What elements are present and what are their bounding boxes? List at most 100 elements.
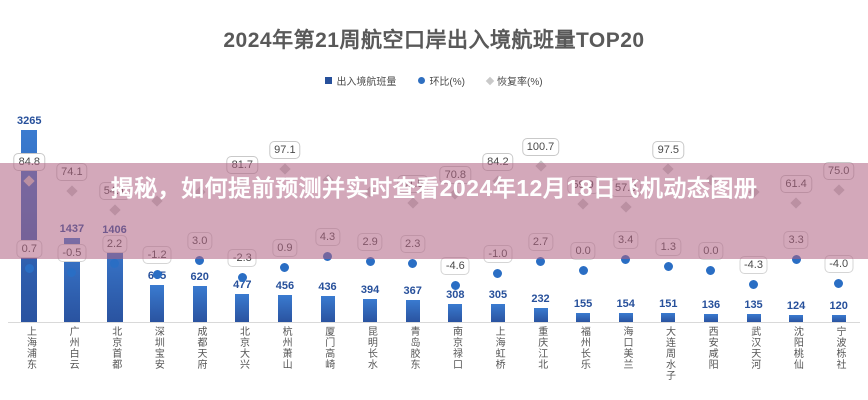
mom-point-14 bbox=[578, 266, 588, 275]
bar-value-label-13: 232 bbox=[531, 293, 550, 306]
mom-value-label-11: -4.6 bbox=[440, 256, 470, 275]
recovery-value-label-14: 59.9 bbox=[567, 176, 599, 195]
bar-11 bbox=[448, 303, 463, 322]
bar-14 bbox=[576, 312, 591, 322]
legend-item-flights: 出入境航班量 bbox=[325, 73, 396, 88]
recovery-point-20 bbox=[833, 184, 845, 196]
x-axis-label-12: 上海虹桥 bbox=[493, 326, 505, 370]
recovery-value-label-11: 70.8 bbox=[439, 166, 472, 185]
bar-value-label-19: 124 bbox=[786, 299, 806, 312]
recovery-point-3 bbox=[108, 204, 121, 216]
bar-value-label-7: 456 bbox=[275, 280, 295, 293]
recovery-point-19 bbox=[790, 197, 802, 209]
x-axis-label-3: 北京首都 bbox=[109, 326, 121, 370]
recovery-point-7 bbox=[279, 163, 291, 175]
mom-value-label-8: 4.3 bbox=[314, 228, 341, 247]
bar-18 bbox=[746, 314, 761, 322]
legend-item-mom: 环比(%) bbox=[418, 73, 465, 88]
mom-value-label-18: -4.3 bbox=[739, 255, 768, 274]
bar-15 bbox=[618, 312, 633, 322]
mom-point-10 bbox=[408, 258, 418, 268]
mom-value-label-15: 3.4 bbox=[613, 231, 639, 250]
mom-value-label-7: 0.9 bbox=[272, 239, 298, 258]
square-marker-icon bbox=[325, 77, 333, 84]
x-axis-label-15: 海口美兰 bbox=[620, 326, 632, 370]
bar-value-label-9: 394 bbox=[360, 283, 380, 296]
x-axis-label-18: 武汉天河 bbox=[748, 326, 760, 370]
recovery-value-label-7: 97.1 bbox=[269, 141, 301, 160]
bar-value-label-14: 155 bbox=[573, 297, 593, 310]
x-axis-label-1: 上海浦东 bbox=[24, 326, 36, 370]
mom-value-label-13: 2.7 bbox=[527, 233, 554, 252]
bar-value-label-6: 477 bbox=[233, 278, 252, 291]
bar-19 bbox=[789, 314, 804, 322]
mom-value-label-12: -1.0 bbox=[483, 245, 513, 264]
recovery-value-label-12: 84.2 bbox=[482, 153, 514, 172]
x-axis-label-8: 厦门高崎 bbox=[322, 326, 334, 370]
bar-5 bbox=[192, 285, 207, 322]
mom-point-6 bbox=[237, 273, 247, 283]
mom-point-16 bbox=[663, 261, 673, 271]
mom-value-label-6: -2.3 bbox=[227, 249, 257, 268]
recovery-value-label-6: 81.7 bbox=[226, 155, 259, 174]
x-axis-label-13: 重庆江北 bbox=[535, 326, 547, 370]
mom-value-label-19: 3.3 bbox=[783, 231, 809, 250]
mom-point-15 bbox=[621, 255, 631, 265]
recovery-point-2 bbox=[66, 185, 78, 197]
mom-value-label-14: 0.0 bbox=[570, 242, 596, 260]
recovery-value-label-16: 97.5 bbox=[652, 140, 685, 159]
legend-label-recovery: 恢复率(%) bbox=[497, 77, 543, 88]
recovery-point-10 bbox=[407, 197, 419, 209]
bar-20 bbox=[831, 314, 846, 322]
recovery-point-6 bbox=[236, 178, 248, 190]
mom-point-11 bbox=[450, 280, 460, 290]
mom-point-2 bbox=[67, 267, 77, 277]
recovery-point-11 bbox=[449, 188, 461, 200]
mom-value-label-9: 2.9 bbox=[357, 232, 383, 251]
x-axis-label-5: 成都天府 bbox=[194, 326, 206, 370]
bar-value-label-2: 1437 bbox=[59, 222, 85, 235]
mom-value-label-16: 1.3 bbox=[655, 237, 681, 256]
recovery-point-17 bbox=[705, 174, 717, 186]
x-axis-label-9: 昆明长水 bbox=[365, 326, 377, 370]
mom-point-3 bbox=[110, 258, 119, 268]
page-title: 2024年第21周航空口岸出入境航班量TOP20 bbox=[223, 29, 645, 52]
recovery-value-label-19: 61.4 bbox=[780, 174, 812, 193]
mom-point-20 bbox=[834, 278, 844, 288]
mom-point-1 bbox=[24, 263, 34, 273]
bar-16 bbox=[661, 313, 676, 322]
x-axis-label-7: 杭州萧山 bbox=[280, 326, 292, 370]
recovery-point-12 bbox=[492, 175, 504, 187]
mom-point-7 bbox=[280, 263, 290, 273]
mom-point-12 bbox=[493, 269, 503, 279]
bar-value-label-16: 151 bbox=[659, 298, 678, 311]
recovery-point-13 bbox=[534, 159, 547, 172]
bar-value-label-12: 305 bbox=[488, 289, 508, 302]
bar-value-label-1: 3265 bbox=[17, 115, 42, 127]
diamond-marker-icon bbox=[485, 76, 495, 85]
bar-8 bbox=[320, 296, 335, 322]
bar-10 bbox=[405, 300, 420, 322]
plot-area: 32650.784.81437-0.574.114062.254.1635-1.… bbox=[8, 96, 860, 322]
recovery-value-label-1: 84.8 bbox=[13, 152, 46, 171]
mom-point-18 bbox=[749, 279, 758, 289]
bar-value-label-15: 154 bbox=[616, 297, 635, 310]
recovery-value-label-13: 100.7 bbox=[521, 137, 560, 156]
recovery-value-label-20: 75.0 bbox=[822, 162, 855, 181]
x-axis-label-4: 深圳宝安 bbox=[152, 326, 164, 370]
recovery-value-label-10: 61.5 bbox=[396, 174, 429, 193]
bar-value-label-11: 308 bbox=[446, 288, 465, 301]
x-axis-label-14: 福州长乐 bbox=[578, 326, 590, 370]
mom-value-label-10: 2.3 bbox=[400, 234, 426, 253]
bar-value-label-10: 367 bbox=[403, 285, 422, 298]
bar-7 bbox=[277, 295, 292, 322]
recovery-point-15 bbox=[620, 201, 632, 213]
x-axis-label-20: 宁波栎社 bbox=[833, 326, 845, 370]
bar-9 bbox=[363, 298, 378, 322]
mom-value-label-2: -0.5 bbox=[57, 243, 87, 262]
bar-value-label-8: 436 bbox=[318, 281, 337, 294]
x-axis-label-17: 西安咸阳 bbox=[706, 326, 718, 370]
mom-value-label-17: 0.0 bbox=[698, 242, 724, 260]
x-axis-label-11: 南京禄口 bbox=[450, 326, 462, 370]
